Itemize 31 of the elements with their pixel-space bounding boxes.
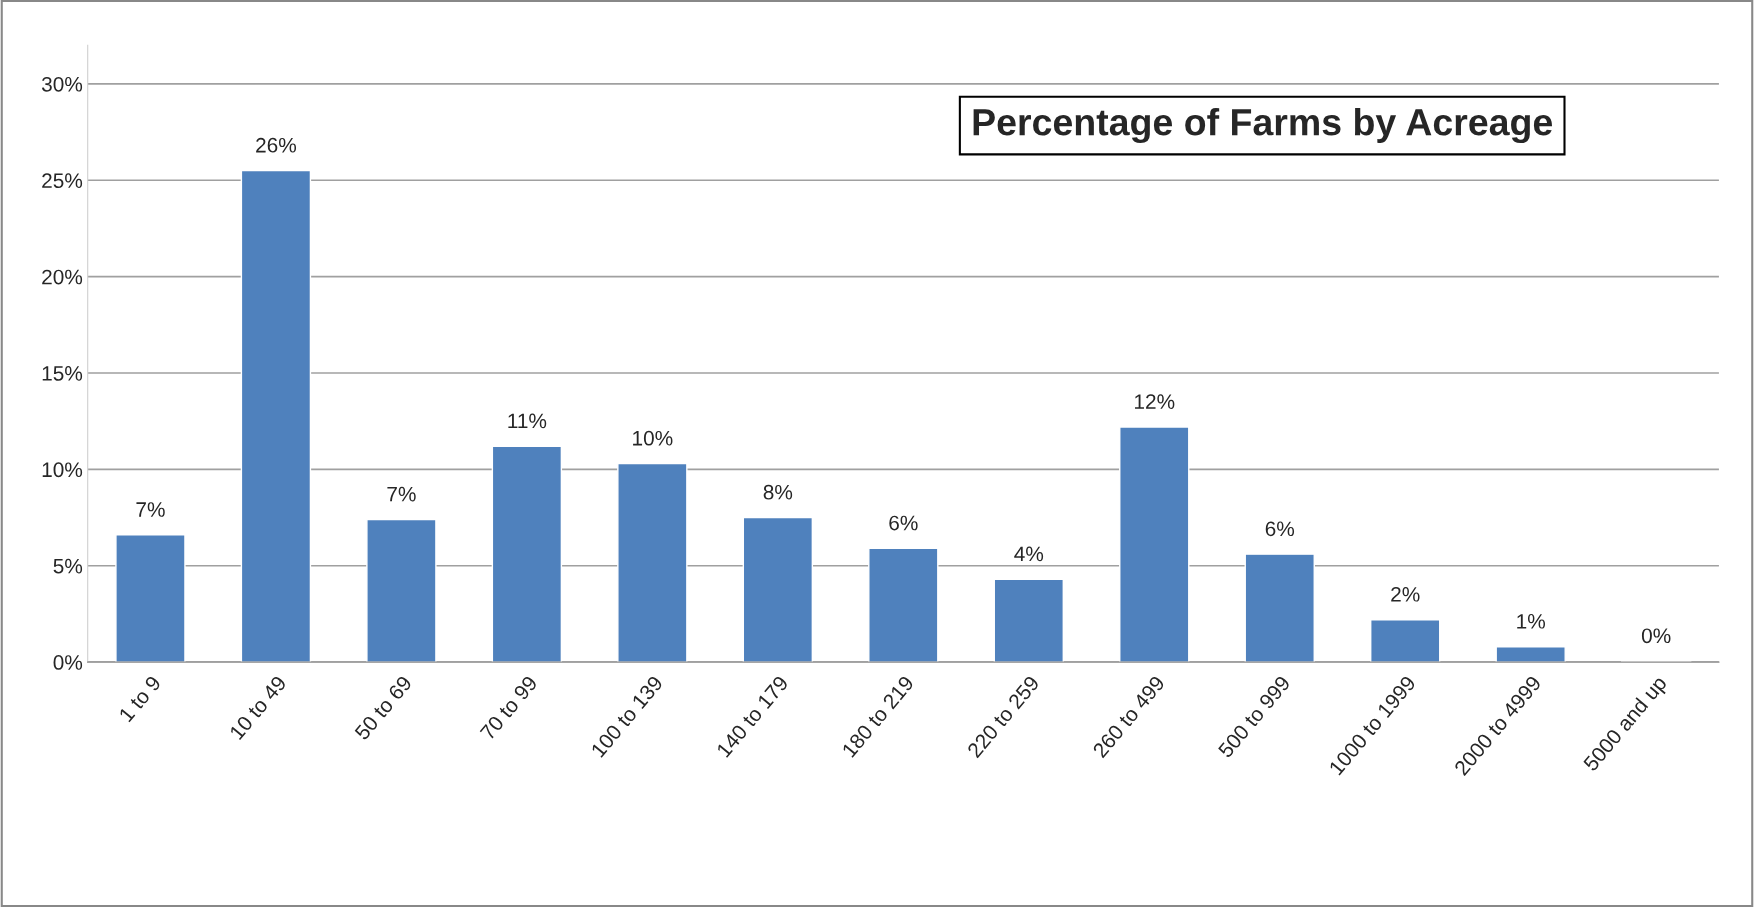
data-label: 7% xyxy=(387,486,416,502)
y-tick-label: 25% xyxy=(42,173,83,189)
data-label: 26% xyxy=(256,137,297,153)
data-label: 1% xyxy=(1517,614,1546,629)
text: Percentage of Farms by Acreage xyxy=(973,107,1552,144)
y-tick-label: 0% xyxy=(53,655,83,670)
y-tick-label: 20% xyxy=(42,269,83,285)
x-tick-label: 220 to 259 xyxy=(966,675,1040,759)
y-tick-label: 30% xyxy=(41,76,83,92)
x-tick-label: 500 to 999 xyxy=(1217,675,1291,759)
data-label: 7% xyxy=(136,502,165,517)
x-tick-label: 140 to 179 xyxy=(715,675,789,758)
data-label: 4% xyxy=(1014,546,1044,562)
data-label: 2% xyxy=(1391,586,1420,602)
data-label: 11% xyxy=(508,413,547,429)
x-tick-label: 260 to 499 xyxy=(1092,675,1166,759)
x-tick-label: 50 to 69 xyxy=(353,675,413,741)
data-label: 8% xyxy=(763,484,793,500)
x-tick-label: 100 to 139 xyxy=(590,675,664,758)
data-label: 12% xyxy=(1135,394,1175,409)
data-label: 6% xyxy=(1265,521,1295,537)
data-label: 0% xyxy=(1641,628,1671,644)
y-tick-label: 5% xyxy=(53,558,83,574)
data-label: 10% xyxy=(633,430,673,446)
y-tick-label: 15% xyxy=(42,366,83,381)
x-tick-label: 10 to 49 xyxy=(228,675,288,741)
x-tick-label: 70 to 99 xyxy=(479,675,538,741)
y-tick-label: 10% xyxy=(42,462,83,478)
data-label: 6% xyxy=(889,515,918,531)
x-tick-label: 1 to 9 xyxy=(118,675,162,723)
x-tick-label: 180 to 219 xyxy=(841,675,915,758)
